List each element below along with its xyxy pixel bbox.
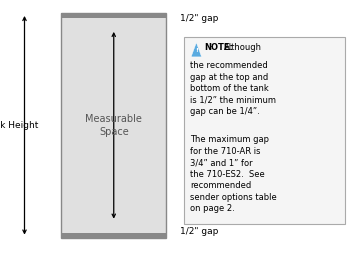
- Text: 1/2" gap: 1/2" gap: [180, 227, 219, 236]
- Polygon shape: [191, 43, 202, 57]
- Text: NOTE:: NOTE:: [204, 43, 233, 52]
- Text: The maximum gap
for the 710-AR is
3/4” and 1” for
the 710-ES2.  See
recommended
: The maximum gap for the 710-AR is 3/4” a…: [190, 135, 277, 213]
- Bar: [61, 13, 166, 18]
- Text: 1/2" gap: 1/2" gap: [180, 14, 219, 23]
- Bar: [184, 37, 345, 224]
- Text: Measurable
Space: Measurable Space: [85, 114, 142, 137]
- Text: the recommended
gap at the top and
bottom of the tank
is 1/2” the minimum
gap ca: the recommended gap at the top and botto…: [190, 61, 276, 116]
- Text: !: !: [195, 48, 198, 53]
- Bar: [61, 13, 166, 238]
- Text: Tank Height: Tank Height: [0, 121, 39, 130]
- Bar: [61, 233, 166, 238]
- Text: Although: Although: [224, 43, 262, 52]
